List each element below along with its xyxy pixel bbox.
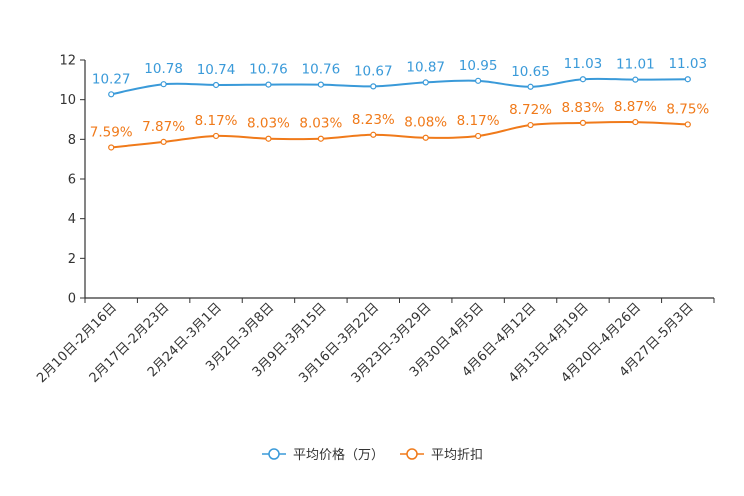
data-point [370, 83, 377, 90]
data-label: 8.17% [195, 113, 238, 129]
data-label: 10.27 [92, 71, 131, 87]
legend-marker [406, 448, 418, 460]
data-label: 8.23% [352, 112, 395, 128]
data-point [265, 135, 272, 142]
data-label: 10.95 [459, 58, 498, 74]
data-point [317, 81, 324, 88]
data-label: 8.87% [614, 99, 657, 115]
data-label: 10.78 [144, 61, 183, 77]
data-label: 10.74 [197, 62, 236, 78]
y-tick-label: 2 [68, 252, 76, 267]
data-point [160, 138, 167, 146]
data-label: 8.75% [666, 101, 709, 117]
data-label: 7.87% [142, 119, 185, 135]
data-point [160, 81, 167, 88]
series-line-1 [111, 121, 688, 149]
data-point [212, 132, 220, 140]
data-label: 8.72% [509, 102, 552, 118]
y-tick-label: 6 [68, 173, 76, 188]
data-point [212, 81, 220, 89]
data-point [684, 76, 691, 83]
data-point [108, 91, 115, 98]
data-label: 8.08% [404, 115, 447, 131]
data-point [475, 132, 482, 140]
data-label: 10.65 [511, 64, 550, 80]
data-point [370, 131, 377, 138]
y-tick-label: 4 [68, 212, 76, 227]
data-label: 10.76 [302, 62, 341, 78]
data-point [527, 83, 534, 90]
data-point [527, 121, 534, 129]
data-point [108, 144, 115, 151]
data-point [632, 118, 639, 126]
data-label: 11.03 [668, 56, 707, 72]
y-tick-label: 12 [59, 54, 76, 69]
data-point [632, 76, 639, 83]
data-label: 8.03% [299, 116, 342, 132]
data-label: 8.03% [247, 116, 290, 132]
data-point [317, 135, 324, 142]
legend-label: 平均价格（万） [293, 447, 384, 463]
y-tick-label: 0 [68, 292, 76, 307]
data-label: 11.03 [564, 56, 603, 72]
data-label: 8.17% [457, 113, 500, 129]
data-point [422, 79, 429, 86]
data-label: 10.76 [249, 62, 288, 78]
data-label: 7.59% [90, 124, 133, 140]
y-tick-label: 8 [68, 133, 76, 148]
data-label: 11.01 [616, 57, 655, 73]
data-point [265, 81, 272, 88]
data-point [684, 121, 691, 128]
data-point [475, 77, 482, 84]
series-line-0 [111, 77, 688, 96]
legend-marker [268, 448, 280, 460]
data-label: 10.67 [354, 63, 393, 79]
data-label: 8.83% [562, 100, 605, 116]
data-point [422, 134, 429, 141]
data-label: 10.87 [406, 59, 445, 75]
data-point [579, 76, 587, 83]
data-point [579, 119, 587, 126]
legend-label: 平均折扣 [431, 448, 483, 463]
y-tick-label: 10 [59, 93, 76, 108]
